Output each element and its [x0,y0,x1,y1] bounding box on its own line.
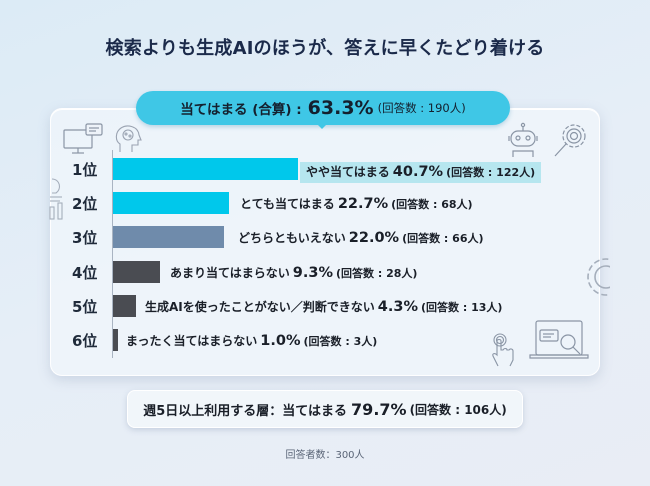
bar [113,329,118,351]
bar-category: まったく当てはまらない [126,334,258,348]
bar-count: (回答数 : 68人) [391,198,473,211]
respondents-footer: 回答者数：300人 [285,450,365,461]
bar-percent: 1.0% [260,333,301,349]
bar-percent: 40.7% [392,164,444,180]
summary-count: (回答数 : 190人) [377,101,466,115]
gear-search-icon [554,124,586,157]
bar-count: (回答数 : 3人) [303,335,378,348]
rank-label: 4位 [72,264,98,282]
gear-icon [587,258,610,296]
bar [113,192,229,214]
chart-axis [112,150,113,358]
bar-percent: 9.3% [292,265,333,281]
rank-label: 3位 [72,229,98,247]
bar-row: 3位 どちらともいえない 22.0% (回答数 : 66人) [0,226,650,250]
bar-count: (回答数 : 13人) [420,301,503,314]
bar-row: 6位 まったく当てはまらない 1.0% (回答数 : 3人) [0,329,650,353]
bar-category: とても当てはまる [240,197,335,211]
ai-head-icon [115,125,142,152]
bar [113,261,160,283]
laptop-search-icon [529,320,589,359]
bar-label: やや当てはまる 40.7% (回答数 : 122人) [300,162,542,183]
weekly-percent: 79.7% [351,399,407,419]
bar-row: 5位 生成AIを使ったことがない／判断できない 4.3% (回答数 : 13人) [0,295,650,319]
bar-category: やや当てはまる [306,165,390,179]
bar-label: あまり当てはまらない 9.3% (回答数 : 28人) [170,263,417,284]
robot-icon [508,122,538,157]
weekly-label: 週5日以上利用する層：当てはまる [143,403,348,419]
bar-category: どちらともいえない [238,231,346,245]
bar-percent: 4.3% [377,299,418,315]
bar-row: 4位 あまり当てはまらない 9.3% (回答数 : 28人) [0,261,650,285]
bar-count: (回答数 : 66人) [402,232,484,245]
bar [113,295,136,317]
bar-category: あまり当てはまらない [170,266,290,280]
bar-percent: 22.7% [337,196,389,212]
bar-category: 生成AIを使ったことがない／判断できない [145,300,375,314]
summary-pill-tail [316,123,328,129]
bar-label: とても当てはまる 22.7% (回答数 : 68人) [240,194,473,215]
bar-count: (回答数 : 122人) [446,166,536,179]
summary-pill: 当てはまる (合算) : 63.3% (回答数 : 190人) [136,91,510,125]
bar-label: どちらともいえない 22.0% (回答数 : 66人) [238,228,484,249]
bar [113,158,298,180]
bar-label: 生成AIを使ったことがない／判断できない 4.3% (回答数 : 13人) [145,297,502,318]
bar-count: (回答数 : 28人) [335,267,418,280]
rank-label: 1位 [72,161,98,179]
rank-label: 5位 [72,298,98,316]
bar-row: 1位 やや当てはまる 40.7% (回答数 : 122人) [0,158,650,183]
tap-hand-icon [492,333,514,367]
rank-label: 2位 [72,195,98,213]
summary-percent: 63.3% [307,97,374,119]
monitor-chat-icon [63,123,103,154]
weekly-users-box: 週5日以上利用する層：当てはまる 79.7% (回答数 : 106人) [127,390,523,428]
weekly-count: (回答数 : 106人) [409,402,507,417]
bar-percent: 22.0% [348,230,400,246]
bar-label: まったく当てはまらない 1.0% (回答数 : 3人) [126,331,377,352]
bar-row: 2位 とても当てはまる 22.7% (回答数 : 68人) [0,192,650,216]
bar [113,226,224,248]
chart-title: 検索よりも生成AIのほうが、答えに早くたどり着ける [105,38,545,59]
lightbulb-chart-icon [49,178,63,220]
summary-label: 当てはまる (合算) : [180,102,302,118]
rank-label: 6位 [72,332,98,350]
